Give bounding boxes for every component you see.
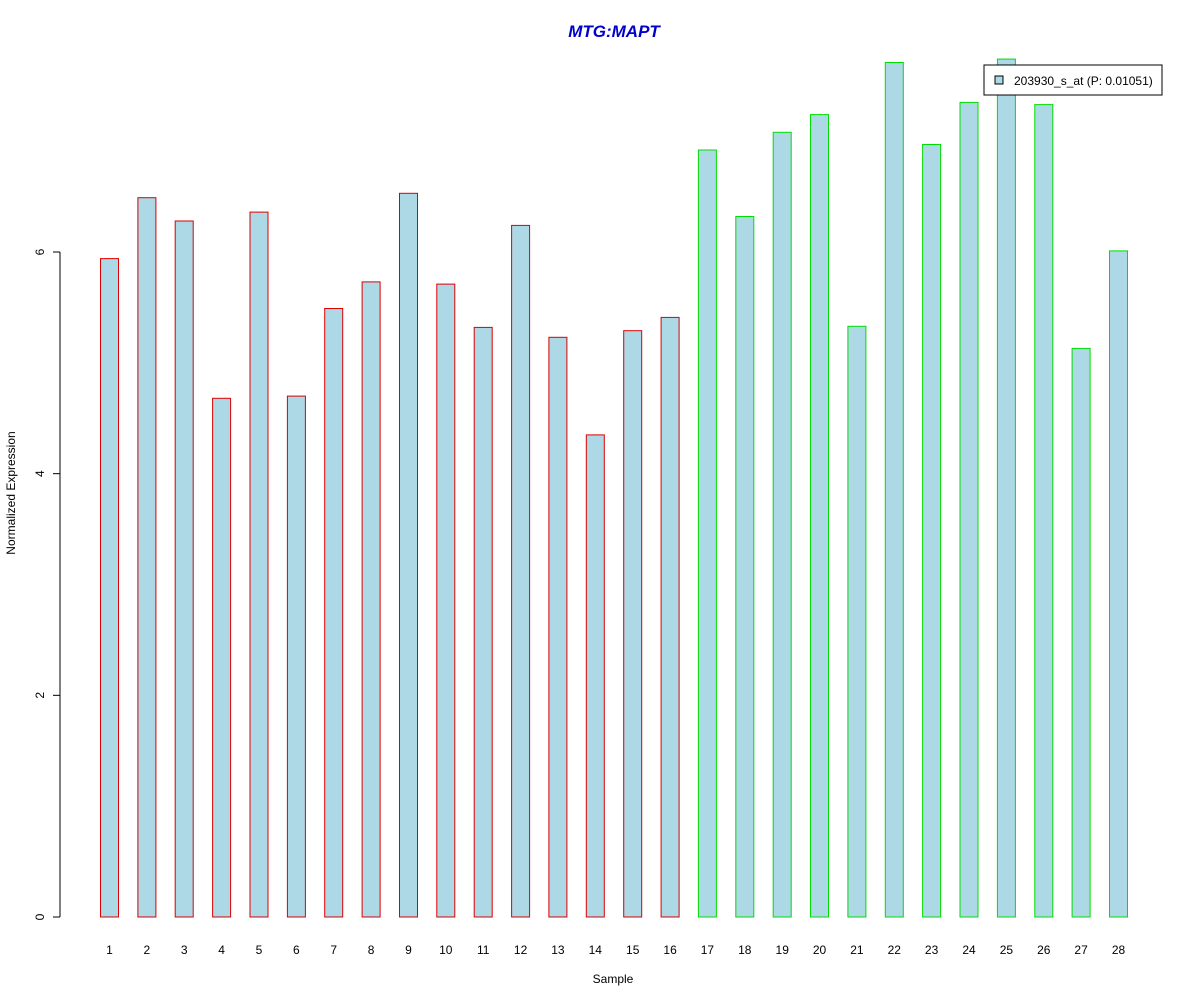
x-tick-label: 6 [293, 943, 300, 957]
bar-sample-25 [996, 58, 1016, 918]
x-tick-label: 25 [1000, 943, 1014, 957]
x-tick-label: 4 [218, 943, 225, 957]
x-tick-label: 24 [962, 943, 976, 957]
x-tick-label: 18 [738, 943, 752, 957]
chart-title: MTG:MAPT [568, 22, 661, 41]
bar-sample-22 [884, 62, 904, 918]
x-tick-label: 3 [181, 943, 188, 957]
legend-box [983, 64, 1163, 96]
x-tick-label: 19 [776, 943, 790, 957]
y-tick-label: 0 [33, 913, 47, 920]
bar-sample-16 [660, 316, 680, 918]
bar-sample-3 [174, 220, 194, 918]
bar-sample-9 [399, 192, 418, 918]
bar-sample-6 [286, 395, 306, 918]
bar-sample-1 [100, 258, 119, 918]
bar-sample-5 [249, 211, 269, 918]
x-tick-label: 16 [663, 943, 677, 957]
x-axis-title: Sample [593, 972, 634, 986]
legend-swatch [994, 75, 1004, 85]
x-tick-label: 14 [589, 943, 603, 957]
y-axis: 0 2 4 6 [33, 248, 61, 920]
bar-sample-14 [585, 434, 605, 918]
y-axis-title: Normalized Expression [4, 431, 18, 554]
bar-sample-13 [548, 336, 568, 918]
x-tick-label: 15 [626, 943, 640, 957]
legend-label: 203930_s_at (P: 0.01051) [1014, 74, 1153, 88]
x-tick-label: 28 [1112, 943, 1126, 957]
legend: 203930_s_at (P: 0.01051) [983, 64, 1163, 96]
x-tick-label: 27 [1074, 943, 1088, 957]
x-tick-label: 5 [256, 943, 263, 957]
x-tick-label: 12 [514, 943, 528, 957]
x-tick-label: 21 [850, 943, 864, 957]
bar-sample-8 [361, 281, 381, 918]
bar-sample-4 [212, 397, 232, 918]
bar-sample-11 [473, 326, 493, 918]
bars-group [100, 58, 1128, 918]
x-tick-label: 8 [368, 943, 375, 957]
y-tick-label: 6 [33, 248, 47, 255]
bar-sample-28 [1109, 250, 1128, 918]
x-tick-label: 22 [888, 943, 902, 957]
x-tick-label: 26 [1037, 943, 1051, 957]
bar-sample-24 [959, 101, 979, 918]
x-tick-label: 23 [925, 943, 939, 957]
y-tick-label: 2 [33, 692, 47, 699]
x-tick-label: 7 [330, 943, 337, 957]
bar-sample-21 [847, 325, 867, 918]
bar-sample-7 [324, 308, 344, 918]
x-tick-label: 11 [477, 943, 490, 957]
x-tick-label: 1 [106, 943, 113, 957]
bar-sample-19 [772, 131, 792, 918]
bar-sample-12 [511, 224, 531, 918]
x-tick-label: 10 [439, 943, 453, 957]
bar-sample-15 [623, 330, 643, 918]
x-tick-label: 13 [551, 943, 565, 957]
bar-sample-17 [697, 149, 717, 918]
y-tick-label: 4 [33, 470, 47, 477]
x-tick-label: 9 [405, 943, 412, 957]
bar-sample-2 [137, 197, 157, 918]
bar-sample-18 [735, 216, 755, 918]
bar-sample-10 [436, 283, 456, 918]
bar-sample-23 [922, 144, 942, 918]
bar-sample-20 [810, 114, 829, 918]
x-tick-label: 2 [144, 943, 151, 957]
x-axis-labels: 1 2 3 4 5 6 7 8 9 10 11 12 13 14 15 16 17 18 19 20 21 22 23 24 2… [106, 943, 1125, 957]
x-tick-label: 20 [813, 943, 827, 957]
bar-sample-27 [1071, 347, 1091, 918]
bar-sample-26 [1034, 104, 1054, 918]
x-tick-label: 17 [701, 943, 715, 957]
